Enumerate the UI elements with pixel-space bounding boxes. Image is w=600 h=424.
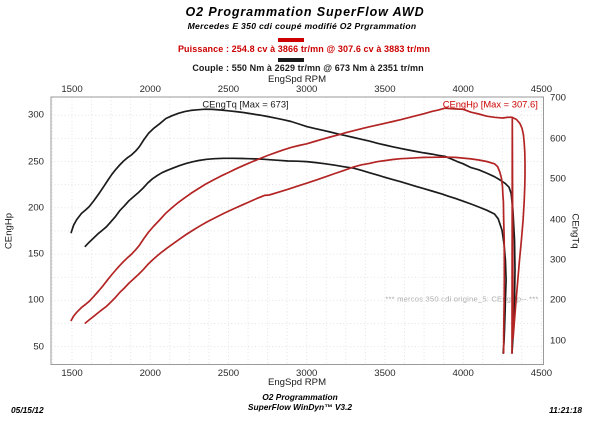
tick-label: 1500 xyxy=(61,84,83,95)
curve-cengtq-original xyxy=(84,157,507,354)
annotation-torque-max: CEngTq [Max = 673] xyxy=(202,98,289,110)
tick-label: 3500 xyxy=(374,84,396,95)
annotation-power-max: CEngHp [Max = 307.6] xyxy=(442,98,538,110)
footer-company: O2 Programmation xyxy=(262,391,338,402)
tick-label: 100 xyxy=(27,294,44,306)
x-axis-title-top: EngSpd RPM xyxy=(267,73,327,85)
footer-date: 05/15/12 xyxy=(11,405,44,415)
tick-label: 150 xyxy=(27,248,44,260)
tick-label: 3000 xyxy=(296,367,318,379)
tick-label: 50 xyxy=(33,341,44,353)
tick-label: 2000 xyxy=(139,84,161,95)
x-axis-title-bottom: EngSpd RPM xyxy=(267,377,327,388)
tick-label: 4000 xyxy=(452,367,474,379)
tick-label: 3500 xyxy=(374,367,396,379)
y-axis-title-left: CEngHp xyxy=(3,212,15,250)
page-subtitle: Mercedes E 350 cdi coupé modifié O2 Prgr… xyxy=(187,21,417,31)
tick-label: 300 xyxy=(550,254,567,266)
torque-legend-swatch xyxy=(278,57,304,62)
curve-cenghp-original xyxy=(84,156,506,354)
tick-label: 4500 xyxy=(530,84,553,95)
tick-label: 400 xyxy=(550,214,567,226)
torque-legend-text: Couple : 550 Nm à 2629 tr/mn @ 673 Nm à … xyxy=(192,62,424,73)
watermark-text: *** mercos 350 cdi origine_5: CEngHp-- *… xyxy=(385,294,539,304)
tick-label: 500 xyxy=(550,173,567,185)
tick-label: 4500 xyxy=(530,367,553,379)
tick-label: 200 xyxy=(27,202,44,214)
tick-label: 2500 xyxy=(217,84,240,95)
tick-label: 4000 xyxy=(452,84,474,95)
tick-label: 1500 xyxy=(61,367,83,379)
y-axis-title-right: CEngTq xyxy=(569,213,581,249)
page-title: O2 Programmation SuperFlow AWD xyxy=(185,5,425,19)
tick-label: 700 xyxy=(550,92,567,104)
footer-time: 11:21:18 xyxy=(549,405,582,415)
power-legend-text: Puissance : 254.8 cv à 3866 tr/mn @ 307.… xyxy=(177,43,431,54)
tick-label: 600 xyxy=(550,133,567,145)
tick-label: 3000 xyxy=(296,84,318,95)
tick-label: 100 xyxy=(550,335,567,347)
tick-label: 200 xyxy=(550,294,567,306)
curve-cengtq-modified xyxy=(70,108,516,354)
tick-label: 2000 xyxy=(139,367,161,379)
curve-cenghp-modified xyxy=(70,107,526,354)
tick-label: 250 xyxy=(27,156,44,167)
power-legend-swatch xyxy=(278,38,304,42)
footer-software: SuperFlow WinDyn™ V3.2 xyxy=(247,401,353,412)
tick-label: 300 xyxy=(27,109,44,121)
tick-label: 2500 xyxy=(217,367,240,379)
plot-frame xyxy=(50,96,544,365)
